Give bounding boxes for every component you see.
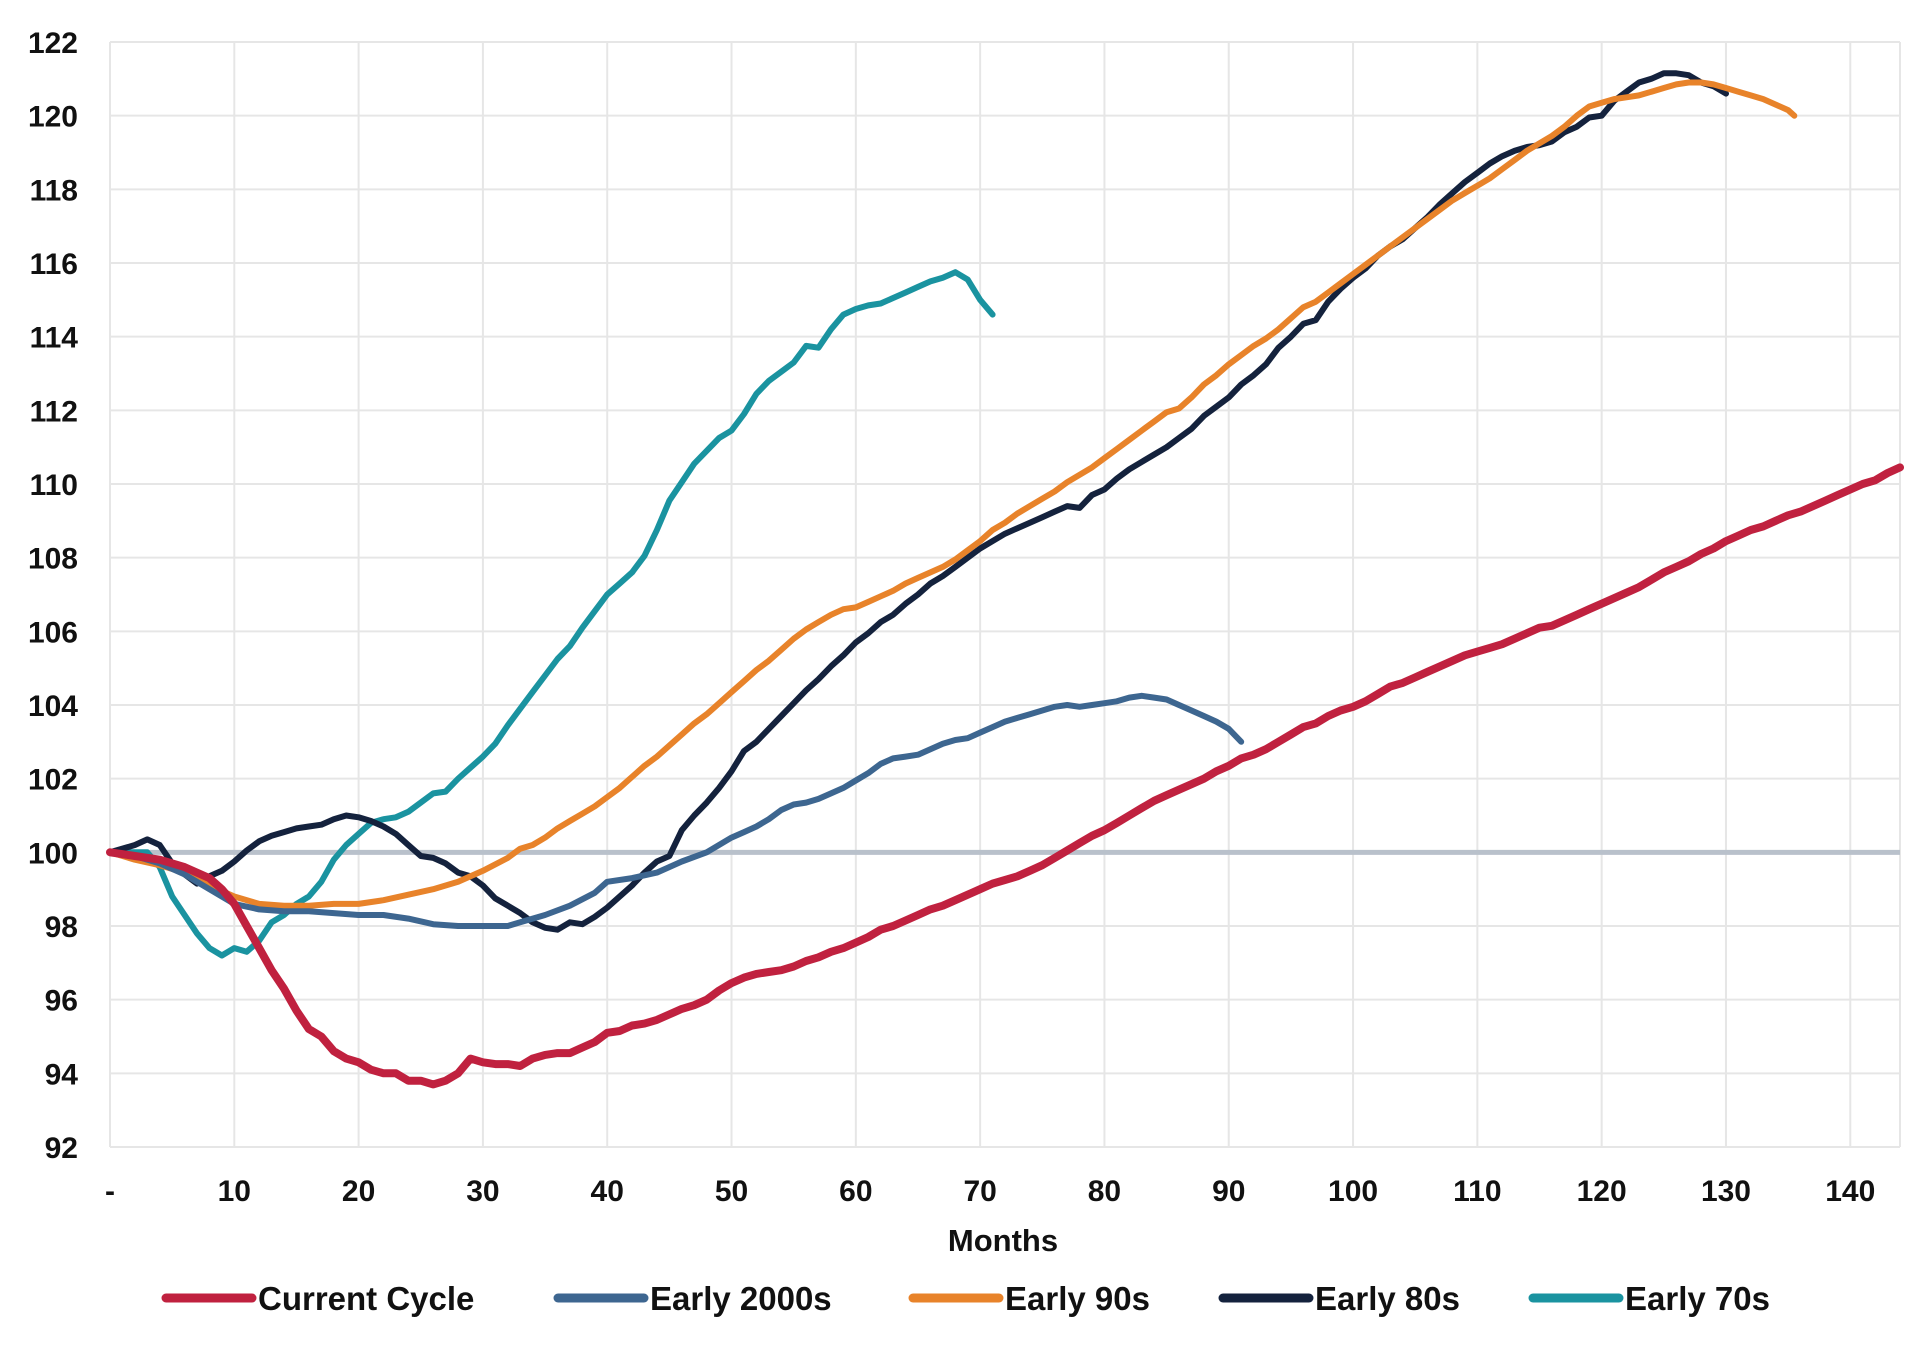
- x-tick-label: -: [105, 1175, 115, 1208]
- y-tick-label: 118: [30, 174, 78, 207]
- y-tick-label: 100: [28, 837, 78, 870]
- legend-label: Early 70s: [1625, 1280, 1770, 1317]
- x-tick-label: 50: [715, 1175, 748, 1208]
- series-line-early-2000s: [107, 692, 1245, 929]
- x-tick-label: 90: [1212, 1175, 1245, 1208]
- y-tick-label: 108: [28, 543, 78, 576]
- legend-item-current-cycle: Current Cycle: [161, 1280, 474, 1317]
- x-tick-label: 140: [1825, 1175, 1875, 1208]
- x-axis-ticks: - 10 20 30 40 50 60 70 80 90 100 110 120 130 140: [105, 1175, 1875, 1208]
- x-tick-label: 40: [591, 1175, 624, 1208]
- legend-label: Early 2000s: [650, 1280, 832, 1317]
- series-line-early-80s: [107, 70, 1729, 933]
- gridlines: [109, 41, 1901, 1148]
- y-tick-label: 104: [28, 690, 78, 723]
- y-axis-ticks: 92 94 96 98 100 102 104 106 108 110 112 114 116 118 12…: [28, 27, 78, 1165]
- x-tick-label: 110: [1453, 1175, 1501, 1208]
- legend-label: Early 80s: [1315, 1280, 1460, 1317]
- series-line-current-cycle: [106, 463, 1904, 1089]
- y-tick-label: 114: [30, 322, 79, 355]
- y-tick-label: 106: [28, 616, 78, 649]
- y-tick-label: 96: [45, 985, 78, 1018]
- x-tick-label: 20: [342, 1175, 375, 1208]
- x-tick-label: 80: [1088, 1175, 1121, 1208]
- legend-item-early-70s: Early 70s: [1528, 1280, 1770, 1317]
- y-tick-label: 102: [28, 764, 78, 797]
- legend-label: Current Cycle: [258, 1280, 474, 1317]
- x-tick-label: 120: [1577, 1175, 1627, 1208]
- y-tick-label: 92: [45, 1132, 78, 1165]
- y-tick-label: 98: [45, 911, 78, 944]
- x-tick-label: 30: [466, 1175, 499, 1208]
- y-tick-label: 94: [45, 1058, 79, 1091]
- x-tick-label: 70: [963, 1175, 996, 1208]
- x-axis-title: Months: [948, 1223, 1058, 1258]
- y-tick-label: 116: [30, 248, 78, 281]
- y-tick-label: 112: [30, 395, 78, 428]
- legend-label: Early 90s: [1005, 1280, 1150, 1317]
- series-line-early-90s: [107, 79, 1798, 909]
- y-tick-label: 122: [28, 27, 78, 60]
- x-tick-label: 10: [218, 1175, 251, 1208]
- legend: Current Cycle Early 2000s Early 90s Early 8…: [161, 1280, 1770, 1317]
- x-tick-label: 60: [839, 1175, 872, 1208]
- legend-item-early-90s: Early 90s: [908, 1280, 1150, 1317]
- series-layer: [106, 70, 1904, 1089]
- x-tick-label: 100: [1328, 1175, 1378, 1208]
- x-tick-label: 130: [1701, 1175, 1751, 1208]
- legend-item-early-2000s: Early 2000s: [553, 1280, 832, 1317]
- y-tick-label: 110: [30, 469, 78, 502]
- y-tick-label: 120: [28, 101, 78, 134]
- legend-item-early-80s: Early 80s: [1218, 1280, 1460, 1317]
